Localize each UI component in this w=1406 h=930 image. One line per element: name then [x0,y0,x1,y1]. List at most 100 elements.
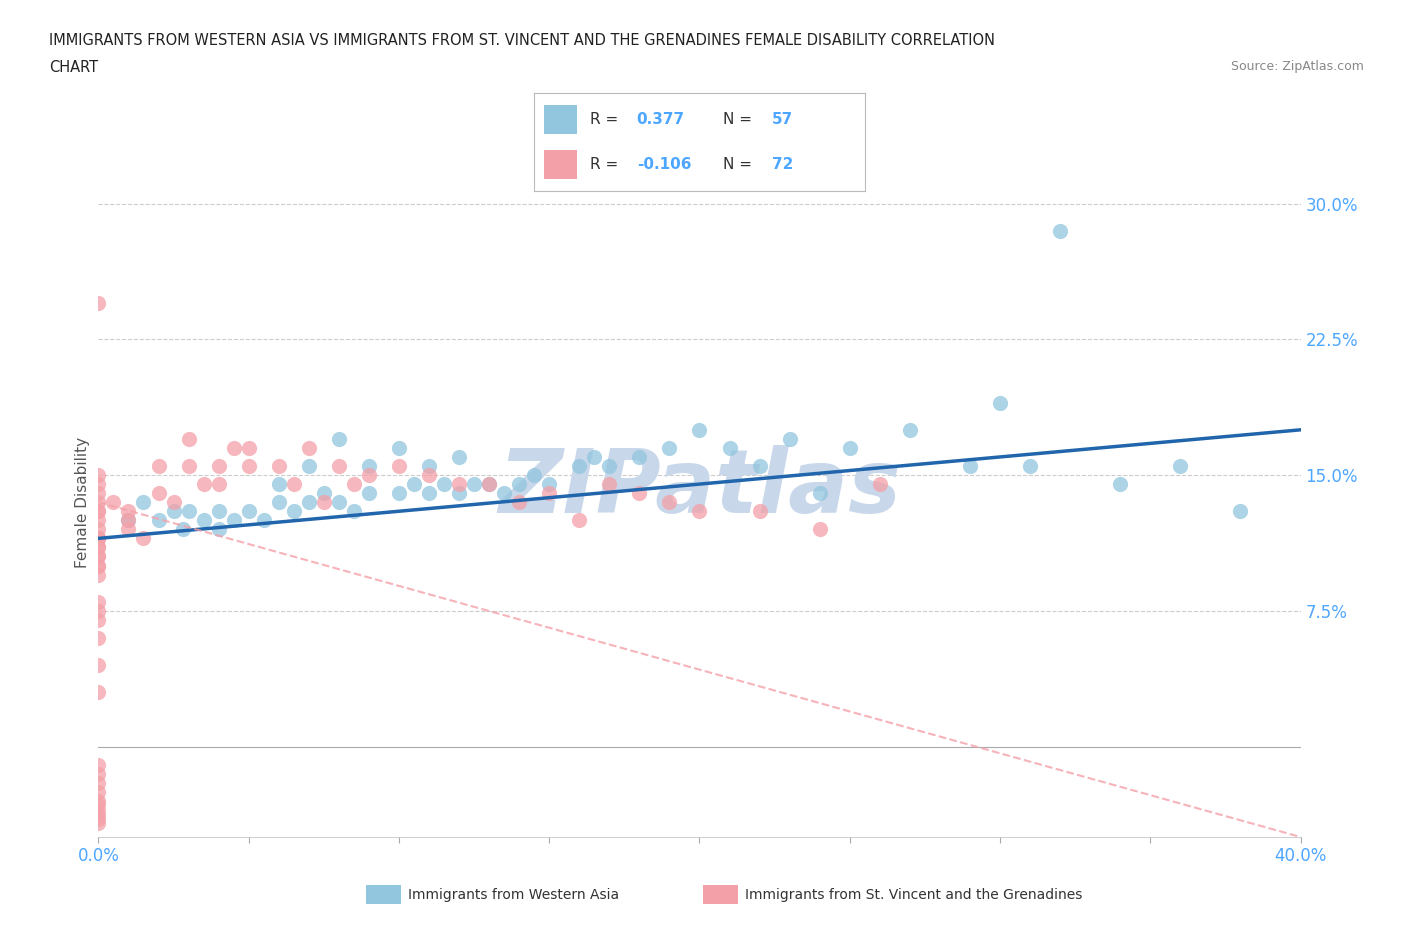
Point [87,485,110,500]
Point [208,477,231,492]
Point [238,441,260,456]
Point [222,441,245,456]
Point [538,477,561,492]
Point [538,485,561,500]
Point [148,512,170,527]
Point [447,485,470,500]
Point [87,812,110,827]
Point [87,504,110,519]
Point [357,458,380,473]
Point [312,485,335,500]
Point [447,449,470,464]
Point [87,658,110,672]
Text: CHART: CHART [49,60,98,75]
Point [283,504,305,519]
Point [87,549,110,564]
Point [238,458,260,473]
Point [132,495,155,510]
Point [87,567,110,582]
Point [357,468,380,483]
Point [87,512,110,527]
Point [808,522,831,537]
Text: IMMIGRANTS FROM WESTERN ASIA VS IMMIGRANTS FROM ST. VINCENT AND THE GRENADINES F: IMMIGRANTS FROM WESTERN ASIA VS IMMIGRAN… [49,33,995,47]
Point [193,477,215,492]
Point [959,458,981,473]
Point [238,504,260,519]
Text: ZIPatlas: ZIPatlas [498,445,901,532]
Point [193,512,215,527]
Point [689,422,711,437]
Point [267,495,290,510]
Point [328,458,350,473]
Point [463,477,485,492]
Point [689,504,711,519]
Point [87,540,110,555]
Point [87,793,110,808]
Text: N =: N = [723,112,756,126]
Point [598,477,620,492]
Point [208,458,231,473]
Point [117,512,139,527]
Text: N =: N = [723,157,756,172]
Point [87,549,110,564]
Point [988,395,1011,410]
Point [162,495,184,510]
Point [343,504,366,519]
Point [132,531,155,546]
Point [87,815,110,830]
Point [87,757,110,772]
Point [87,477,110,492]
Point [1109,477,1132,492]
Text: 72: 72 [772,157,793,172]
Bar [544,150,578,179]
Point [328,495,350,510]
Text: Immigrants from Western Asia: Immigrants from Western Asia [408,887,619,902]
Point [298,441,321,456]
Point [283,477,305,492]
Point [267,458,290,473]
Point [87,766,110,781]
Point [87,803,110,817]
Point [267,477,290,492]
Point [478,477,501,492]
Point [148,485,170,500]
Point [779,432,801,446]
Point [628,485,651,500]
Point [87,594,110,609]
Point [177,504,200,519]
Point [117,504,139,519]
Point [343,477,366,492]
Point [162,504,184,519]
Point [418,458,440,473]
Point [388,485,411,500]
Text: -0.106: -0.106 [637,157,692,172]
Point [718,441,741,456]
Point [1049,223,1071,238]
Text: Source: ZipAtlas.com: Source: ZipAtlas.com [1230,60,1364,73]
Text: R =: R = [591,112,624,126]
Point [628,449,651,464]
Point [418,485,440,500]
Point [898,422,921,437]
Text: R =: R = [591,157,624,172]
Point [87,531,110,546]
Text: 57: 57 [772,112,793,126]
Point [328,432,350,446]
Point [87,531,110,546]
Point [172,522,194,537]
Point [87,684,110,699]
Point [87,296,110,311]
Point [177,432,200,446]
Point [568,458,591,473]
Point [1229,504,1251,519]
Point [658,441,681,456]
Point [838,441,860,456]
Point [869,477,891,492]
Point [87,612,110,627]
Point [388,441,411,456]
Point [433,477,456,492]
Point [177,458,200,473]
Point [508,477,530,492]
Point [87,776,110,790]
Point [87,558,110,573]
